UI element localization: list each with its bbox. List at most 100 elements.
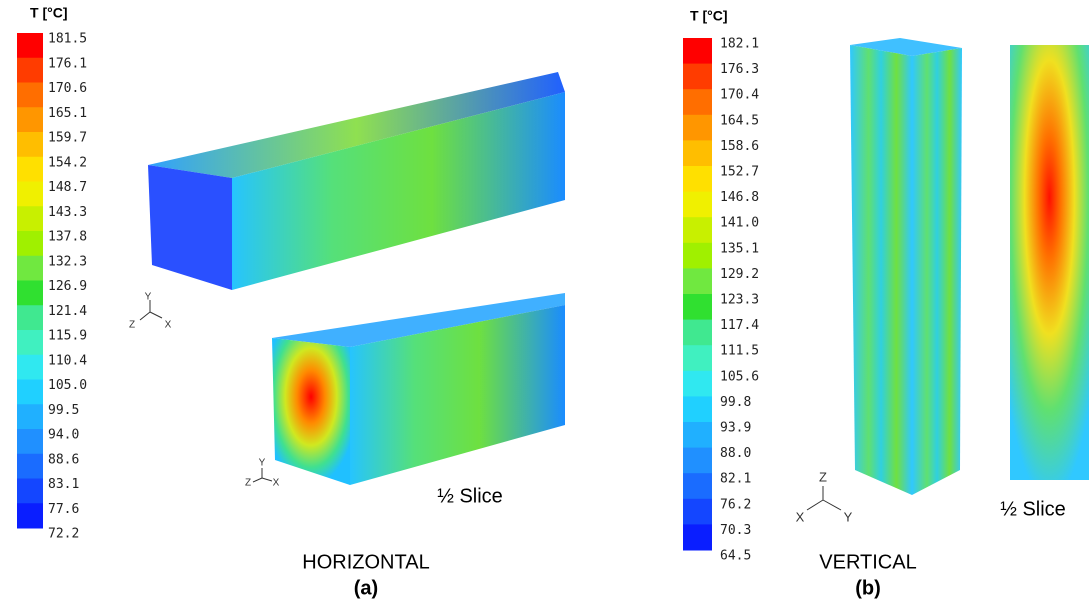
scale-label: 99.5 [48,403,79,418]
scale-label: 164.5 [720,113,759,128]
colorbar-segment [17,479,43,504]
colorbar-segment [17,404,43,429]
colorbar-segment [17,330,43,355]
slice-label: ½ Slice [1000,498,1066,520]
axis-label: Z [819,469,827,484]
horizontal-slice [272,293,565,485]
colorbar-segment [17,206,43,231]
scale-label: 82.1 [720,472,751,487]
scale-title: T [°C] [690,8,727,24]
colorbar-segment [683,268,712,294]
panel-name: HORIZONTAL [302,551,429,573]
colorbar-segment [683,192,712,218]
scale-label: 94.0 [48,428,79,443]
colorbar-segment [683,320,712,346]
horizontal-box [148,72,565,290]
colorbar-segment [683,89,712,115]
scale-label: 70.3 [720,523,751,538]
scale-label: 99.8 [720,395,751,410]
scale-label: 182.1 [720,37,759,52]
scale-label: 64.5 [720,549,751,564]
scale-label: 176.1 [48,56,87,71]
colorbar-segment [683,294,712,320]
axis-label: Y [145,292,152,303]
axis-label: Z [129,320,135,331]
scale-label: 93.9 [720,421,751,436]
scale-title: T [°C] [30,5,67,21]
scale-label: 77.6 [48,502,79,517]
scale-label: 181.5 [48,32,87,47]
colorbar-segment [683,524,712,550]
scale-label: 154.2 [48,155,87,170]
scale-label: 170.6 [48,81,87,96]
scale-label: 165.1 [48,106,87,121]
panel-name: VERTICAL [819,551,916,573]
colorbar-segment [17,429,43,454]
scale-label: 170.4 [720,88,759,103]
scale-label: 176.3 [720,62,759,77]
colorbar-segment [683,396,712,422]
colorbar-segment [17,305,43,330]
colorbar-segment [683,64,712,90]
colorbar-segment [683,499,712,525]
vertical-column [850,38,962,495]
panel-letter: (b) [855,577,881,599]
scale-label: 141.0 [720,216,759,231]
scale-label: 148.7 [48,180,87,195]
colorbar-segment [17,157,43,182]
axis-label: Y [259,458,266,469]
scale-label: 105.6 [720,369,759,384]
colorbar-segment [683,217,712,243]
axis-label: Z [245,478,251,489]
figure: ½ Slice ½ Slice HORIZONTAL (a) VERTICAL … [0,0,1089,608]
scale-label: 152.7 [720,165,759,180]
scale-label: 72.2 [48,527,79,542]
colorbar-segment [17,83,43,108]
colorbar-segment [17,231,43,256]
scale-label: 158.6 [720,139,759,154]
scale-label: 115.9 [48,329,87,344]
colorbar-segment [683,115,712,141]
colorbar-segment [17,107,43,132]
scale-label: 117.4 [720,318,759,333]
scale-label: 105.0 [48,378,87,393]
colorbar-segment [17,380,43,405]
axis-label: X [796,509,805,524]
scale-label: 146.8 [720,190,759,205]
colorbar-segment [17,256,43,281]
scale-label: 159.7 [48,131,87,146]
colorbar-segment [683,473,712,499]
colorbar-segment [683,140,712,166]
scale-label: 88.6 [48,452,79,467]
scale-label: 137.8 [48,230,87,245]
axis-label: X [273,478,280,489]
colorbar-segment [17,355,43,380]
scale-label: 123.3 [720,293,759,308]
scale-label: 88.0 [720,446,751,461]
colorbar-segment [683,448,712,474]
colorbar-segment [683,166,712,192]
scale-label: 76.2 [720,497,751,512]
scale-label: 126.9 [48,279,87,294]
slice-label: ½ Slice [437,485,503,507]
scale-label: 129.2 [720,267,759,282]
colorbar-segment [17,503,43,528]
scale-label: 110.4 [48,353,87,368]
axis-label: Y [844,509,853,524]
colorbar-segment [17,281,43,306]
colorbar-segment [17,33,43,58]
colorbar-segment [17,58,43,83]
colorbar-segment [683,345,712,371]
scale-label: 135.1 [720,241,759,256]
panel-letter: (a) [354,577,378,599]
colorbar-segment [683,371,712,397]
colorbar-segment [683,38,712,64]
scale-label: 111.5 [720,344,759,359]
scale-label: 143.3 [48,205,87,220]
colorbar-segment [683,422,712,448]
colorbar-segment [17,132,43,157]
vertical-slice [1010,45,1089,480]
scale-label: 121.4 [48,304,87,319]
scale-label: 132.3 [48,254,87,269]
scale-label: 83.1 [48,477,79,492]
